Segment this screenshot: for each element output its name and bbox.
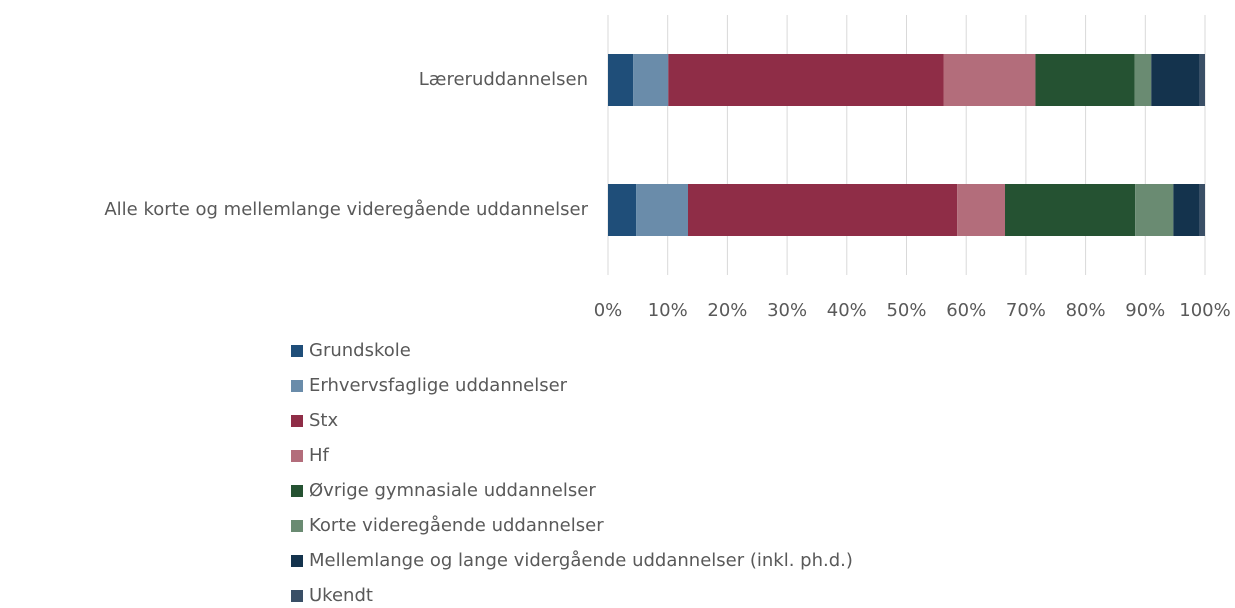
bar-segment (1005, 184, 1136, 236)
legend-label: Erhvervsfaglige uddannelser (309, 375, 568, 396)
x-tick-label: 100% (1179, 300, 1230, 321)
bar-segment (1199, 54, 1205, 106)
x-tick-label: 60% (946, 300, 986, 321)
legend-swatch (291, 485, 303, 497)
legend-swatch (291, 555, 303, 567)
bar-segment (1151, 54, 1200, 106)
x-tick-label: 0% (594, 300, 623, 321)
bar-segment (943, 54, 1036, 106)
bar-segment (633, 54, 669, 106)
y-tick-label: Lærer­uddannelsen (419, 69, 588, 90)
x-tick-label: 20% (707, 300, 747, 321)
bar-segment (636, 184, 688, 236)
bar-segment (957, 184, 1006, 236)
bar-segment (1173, 184, 1200, 236)
x-tick-label: 80% (1066, 300, 1106, 321)
bar-segment (1199, 184, 1205, 236)
bar-segment (608, 54, 634, 106)
y-tick-label: Alle korte og mellemlange videregående u… (104, 199, 588, 220)
legend-swatch (291, 520, 303, 532)
legend-label: Stx (309, 410, 338, 431)
x-tick-label: 70% (1006, 300, 1046, 321)
x-tick-label: 40% (827, 300, 867, 321)
x-tick-label: 10% (648, 300, 688, 321)
legend-label: Korte videregående uddannelser (309, 515, 604, 536)
bar-segment (608, 184, 637, 236)
legend-label: Mellemlange og lange vidergående uddanne… (309, 550, 853, 571)
bar-segment (668, 54, 944, 106)
legend-label: Ukendt (309, 585, 373, 606)
legend-label: Øvrige gymnasiale uddannelser (309, 480, 596, 501)
legend-swatch (291, 415, 303, 427)
legend-swatch (291, 345, 303, 357)
legend-swatch (291, 380, 303, 392)
bar-segment (1035, 54, 1135, 106)
bar-segment (1135, 184, 1174, 236)
x-tick-label: 50% (886, 300, 926, 321)
legend-label: Grundskole (309, 340, 411, 361)
legend-swatch (291, 450, 303, 462)
bar-segment (687, 184, 958, 236)
legend-label: Hf (309, 445, 330, 466)
legend-swatch (291, 590, 303, 602)
x-tick-label: 30% (767, 300, 807, 321)
bar-segment (1134, 54, 1152, 106)
x-tick-label: 90% (1125, 300, 1165, 321)
